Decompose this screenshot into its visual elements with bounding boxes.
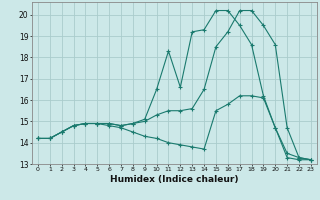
X-axis label: Humidex (Indice chaleur): Humidex (Indice chaleur): [110, 175, 239, 184]
